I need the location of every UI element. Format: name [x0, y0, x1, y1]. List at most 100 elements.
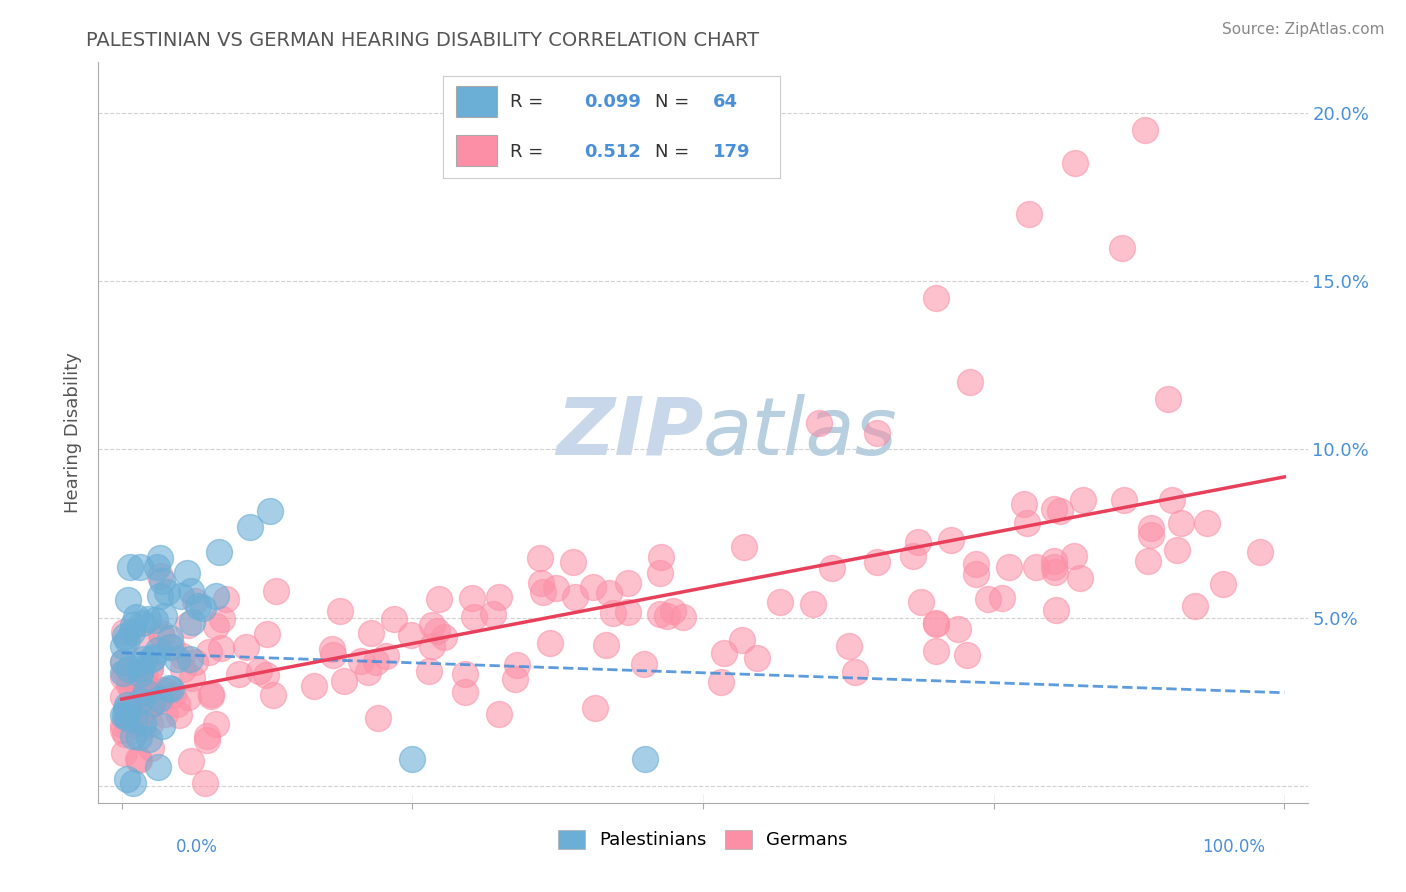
Point [506, 658, 529, 673]
Point [745, 651, 768, 665]
Point [132, 703, 155, 717]
Point [1166, 543, 1188, 558]
Text: 179: 179 [713, 143, 751, 161]
Point [153, 609, 176, 624]
Point [114, 665, 136, 679]
Point [148, 550, 170, 565]
Point [617, 605, 640, 619]
Point [1064, 156, 1087, 170]
Point [1063, 549, 1085, 564]
Point [433, 630, 456, 644]
Text: Source: ZipAtlas.com: Source: ZipAtlas.com [1222, 22, 1385, 37]
Point [112, 746, 135, 760]
Point [254, 667, 277, 681]
Point [530, 576, 553, 591]
Point [364, 656, 387, 670]
Point [187, 599, 209, 614]
Point [153, 706, 176, 721]
Point [538, 636, 561, 650]
Point [977, 592, 1000, 607]
Point [731, 632, 754, 647]
Point [134, 670, 156, 684]
Point [460, 591, 482, 605]
Point [111, 690, 134, 704]
Point [1018, 207, 1040, 221]
Point [925, 644, 948, 658]
Point [901, 549, 924, 563]
Point [1170, 516, 1192, 531]
Point [150, 630, 173, 644]
Point [122, 775, 145, 789]
Point [131, 616, 153, 631]
Point [350, 654, 373, 668]
Point [965, 566, 987, 581]
Point [118, 662, 141, 676]
Point [148, 691, 170, 706]
Point [184, 594, 207, 608]
Point [156, 684, 179, 698]
Point [1025, 560, 1047, 574]
Point [634, 752, 657, 766]
Point [132, 673, 155, 687]
Point [264, 584, 287, 599]
Point [160, 682, 183, 697]
Text: R =: R = [510, 143, 544, 161]
Point [617, 575, 640, 590]
Point [259, 504, 281, 518]
Point [194, 775, 217, 789]
Point [200, 690, 222, 704]
Point [120, 560, 142, 574]
Point [166, 697, 188, 711]
Point [112, 625, 135, 640]
Point [125, 609, 148, 624]
Point [418, 664, 440, 678]
Point [488, 591, 510, 605]
Point [120, 697, 142, 711]
Point [138, 731, 160, 746]
Point [910, 595, 932, 609]
Point [1140, 521, 1163, 535]
Point [141, 651, 163, 665]
Point [1112, 492, 1135, 507]
Point [561, 555, 583, 569]
Point [1043, 565, 1066, 579]
Point [426, 624, 449, 638]
Point [111, 639, 134, 653]
Point [138, 716, 160, 731]
Point [375, 648, 398, 663]
FancyBboxPatch shape [457, 136, 496, 166]
Point [204, 717, 226, 731]
Point [115, 702, 138, 716]
Point [360, 625, 382, 640]
Point [633, 657, 655, 672]
Point [399, 628, 422, 642]
Point [1069, 571, 1091, 585]
Point [132, 716, 155, 731]
Point [131, 721, 153, 735]
Point [454, 667, 477, 681]
Point [125, 706, 148, 721]
Point [136, 612, 159, 626]
Point [1133, 122, 1156, 136]
Point [191, 600, 214, 615]
Point [117, 632, 139, 647]
Point [141, 690, 163, 705]
Point [1212, 577, 1234, 591]
Point [235, 640, 257, 655]
Point [111, 670, 134, 684]
Point [1157, 392, 1180, 406]
Text: atlas: atlas [703, 393, 898, 472]
Point [529, 550, 551, 565]
Point [1137, 554, 1160, 568]
Point [209, 640, 232, 655]
Point [114, 727, 136, 741]
Point [167, 708, 190, 723]
Point [329, 604, 352, 618]
Point [122, 729, 145, 743]
Point [129, 662, 152, 676]
Point [181, 671, 204, 685]
Point [454, 685, 477, 699]
Point [544, 581, 567, 595]
Point [247, 664, 270, 678]
Point [671, 610, 693, 624]
